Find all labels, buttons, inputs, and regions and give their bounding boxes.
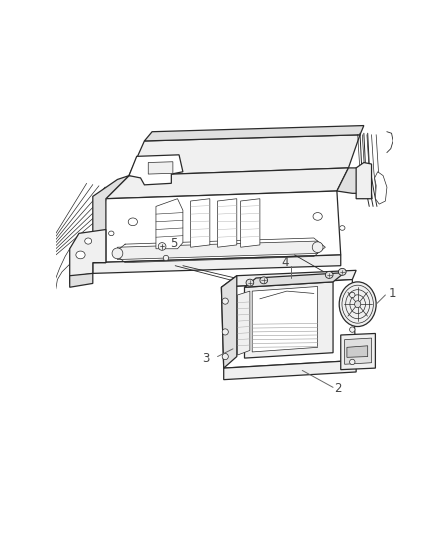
Ellipse shape — [350, 359, 355, 365]
Text: 5: 5 — [170, 237, 177, 250]
Ellipse shape — [85, 238, 92, 244]
Ellipse shape — [222, 298, 228, 304]
Polygon shape — [156, 199, 183, 249]
Ellipse shape — [222, 329, 228, 335]
Ellipse shape — [128, 218, 138, 225]
Polygon shape — [191, 199, 210, 247]
Polygon shape — [337, 168, 360, 193]
Polygon shape — [70, 230, 106, 284]
Polygon shape — [244, 282, 333, 358]
Ellipse shape — [109, 231, 114, 236]
Polygon shape — [129, 135, 360, 175]
Ellipse shape — [158, 243, 166, 251]
Ellipse shape — [350, 292, 355, 297]
Polygon shape — [221, 280, 356, 368]
Polygon shape — [345, 338, 371, 364]
Polygon shape — [145, 126, 364, 141]
Polygon shape — [93, 255, 341, 273]
Polygon shape — [224, 360, 356, 379]
Polygon shape — [218, 199, 237, 247]
Ellipse shape — [222, 353, 228, 360]
Polygon shape — [70, 273, 93, 287]
Polygon shape — [93, 175, 129, 263]
Ellipse shape — [312, 242, 323, 253]
Polygon shape — [347, 346, 367, 357]
Polygon shape — [93, 191, 341, 263]
Ellipse shape — [339, 225, 345, 230]
Polygon shape — [117, 241, 318, 260]
Polygon shape — [240, 199, 260, 247]
Ellipse shape — [313, 213, 322, 220]
Ellipse shape — [76, 251, 85, 259]
Polygon shape — [341, 334, 375, 370]
Text: 3: 3 — [202, 352, 210, 365]
Ellipse shape — [325, 271, 333, 278]
Ellipse shape — [163, 255, 169, 261]
Ellipse shape — [260, 277, 268, 284]
Ellipse shape — [339, 269, 346, 276]
Polygon shape — [221, 276, 237, 368]
Ellipse shape — [355, 301, 361, 308]
Polygon shape — [374, 172, 387, 204]
Ellipse shape — [112, 248, 123, 259]
Polygon shape — [221, 270, 356, 287]
Polygon shape — [252, 287, 318, 352]
Polygon shape — [244, 273, 345, 287]
Polygon shape — [356, 163, 371, 199]
Text: 2: 2 — [335, 382, 342, 395]
Polygon shape — [237, 291, 250, 355]
Polygon shape — [129, 155, 183, 185]
Polygon shape — [148, 161, 173, 174]
Text: 4: 4 — [281, 256, 288, 269]
Ellipse shape — [246, 279, 254, 286]
Text: 1: 1 — [389, 287, 396, 300]
Polygon shape — [106, 168, 349, 199]
Ellipse shape — [350, 327, 355, 332]
Ellipse shape — [339, 282, 376, 327]
